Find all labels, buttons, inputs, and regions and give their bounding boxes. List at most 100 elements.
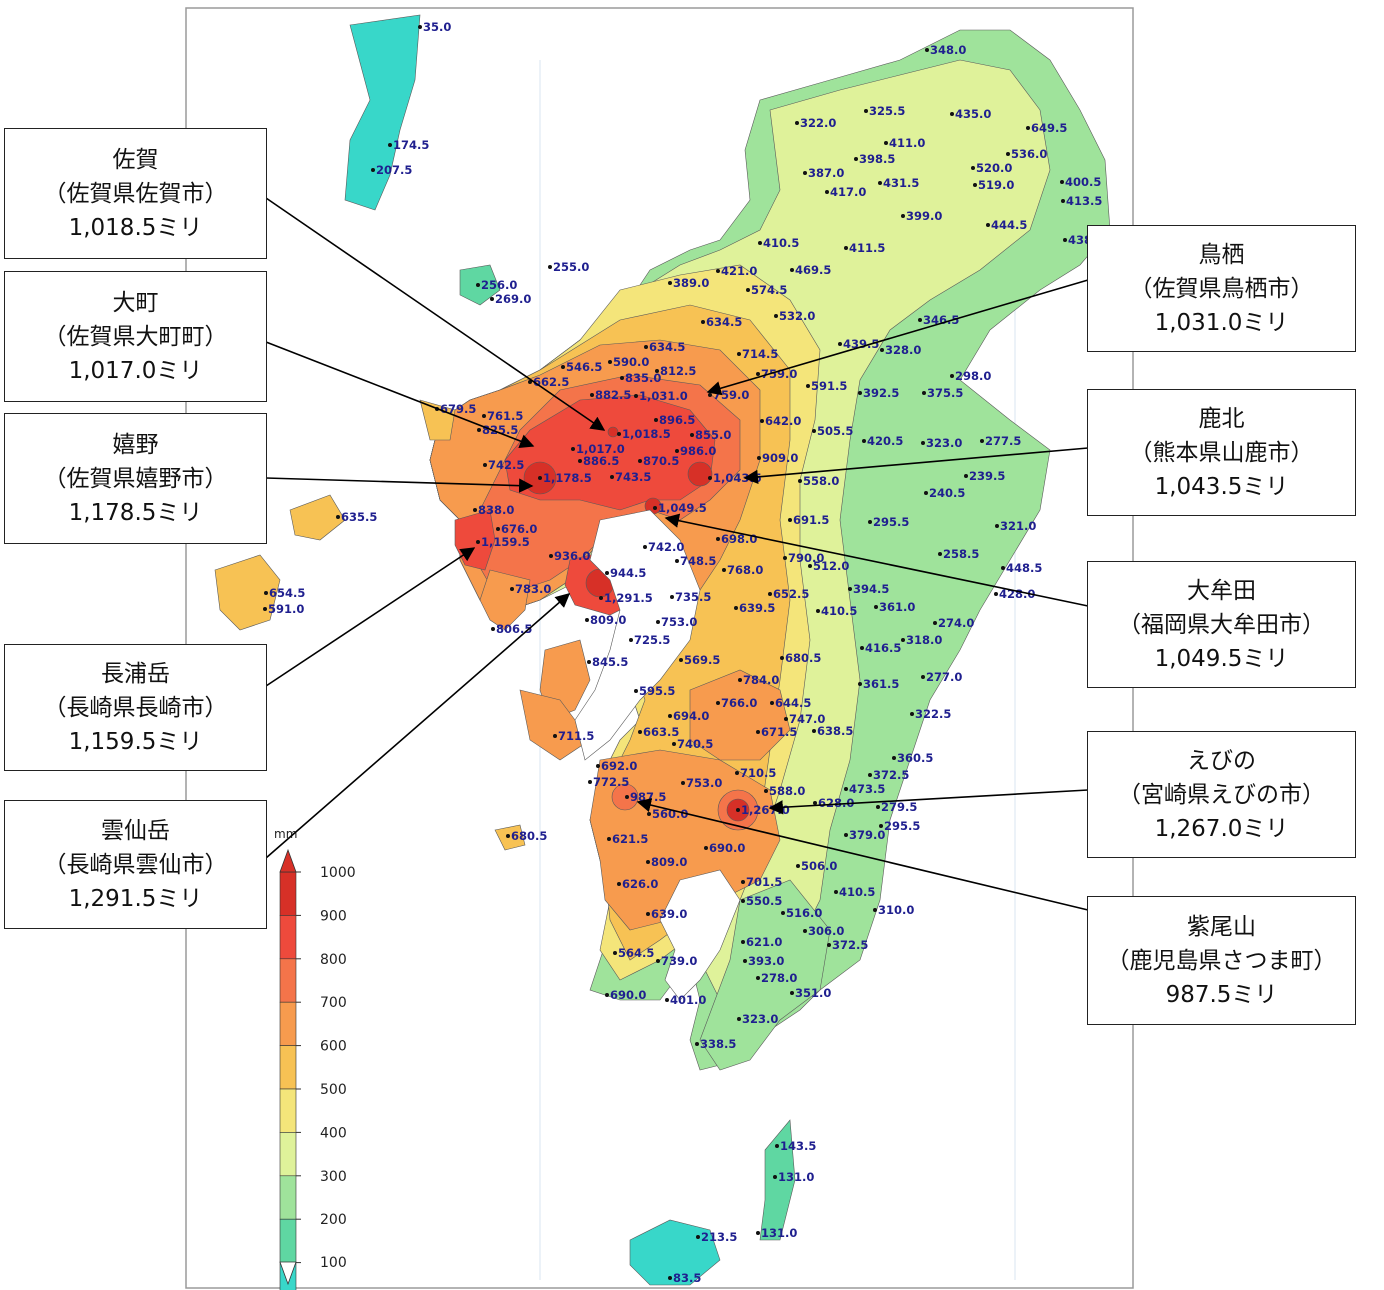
station: 174.5 xyxy=(388,138,429,152)
station: 323.0 xyxy=(921,436,962,450)
station-dot xyxy=(971,166,975,170)
station: 838.0 xyxy=(473,503,514,517)
station-dot xyxy=(874,605,878,609)
station-value: 410.5 xyxy=(839,885,875,899)
callout-amount: 1,267.0ミリ xyxy=(1154,815,1289,842)
callout-name: 長浦岳 xyxy=(101,660,170,687)
station-dot xyxy=(756,1231,760,1235)
station-value: 790.0 xyxy=(788,551,824,565)
station-dot xyxy=(803,171,807,175)
station-value: 663.5 xyxy=(643,725,679,739)
station: 428.0 xyxy=(994,587,1035,601)
station: 516.0 xyxy=(781,906,822,920)
station-dot xyxy=(812,429,816,433)
station: 812.5 xyxy=(655,364,696,378)
station-dot xyxy=(716,537,720,541)
arrow-omachi xyxy=(265,341,535,449)
colorbar-swatch xyxy=(279,1001,297,1046)
station: 649.5 xyxy=(1026,121,1067,135)
station: 676.0 xyxy=(496,522,537,536)
station: 410.5 xyxy=(758,236,799,250)
station-dot xyxy=(590,393,594,397)
station-value: 389.0 xyxy=(673,276,709,290)
station: 399.0 xyxy=(901,209,942,223)
station-dot xyxy=(647,812,651,816)
station-dot xyxy=(1061,199,1065,203)
station: 986.0 xyxy=(675,444,716,458)
station-dot xyxy=(798,479,802,483)
station: 321.0 xyxy=(995,519,1036,533)
station-value: 692.0 xyxy=(601,759,637,773)
station-value: 505.5 xyxy=(817,424,853,438)
station-value: 298.0 xyxy=(955,369,991,383)
station-value: 392.5 xyxy=(863,386,899,400)
callout-omachi: 大町 （佐賀県大町町） 1,017.0ミリ xyxy=(4,271,267,402)
station-dot xyxy=(854,157,858,161)
station-value: 393.0 xyxy=(748,954,784,968)
station-value: 742.0 xyxy=(648,540,684,554)
station: 298.0 xyxy=(950,369,991,383)
station-dot xyxy=(892,756,896,760)
station-value: 711.5 xyxy=(558,729,594,743)
station-dot xyxy=(716,269,720,273)
station-value: 944.5 xyxy=(610,566,646,580)
station-dot xyxy=(610,475,614,479)
station: 628.0 xyxy=(813,796,854,810)
station: 410.5 xyxy=(834,885,875,899)
station: 694.0 xyxy=(668,709,709,723)
callout-shibisan: 紫尾山 （鹿児島県さつま町） 987.5ミリ xyxy=(1087,896,1356,1025)
station-dot xyxy=(473,508,477,512)
station-dot xyxy=(638,459,642,463)
callout-amount: 1,291.5ミリ xyxy=(68,885,203,912)
station-value: 410.5 xyxy=(763,236,799,250)
station: 277.5 xyxy=(980,434,1021,448)
station-dot xyxy=(506,834,510,838)
station-dot xyxy=(510,587,514,591)
station-dot xyxy=(864,109,868,113)
station: 310.0 xyxy=(873,903,914,917)
station-value: 536.0 xyxy=(1011,147,1047,161)
callout-name: 佐賀 xyxy=(112,146,159,173)
arrow-ebino xyxy=(768,789,1089,815)
station: 742.0 xyxy=(643,540,684,554)
station-dot xyxy=(371,168,375,172)
station-dot xyxy=(827,943,831,947)
station-value: 1,031.0 xyxy=(639,389,688,403)
station-dot xyxy=(980,439,984,443)
station-value: 591.0 xyxy=(268,602,304,616)
station: 520.0 xyxy=(971,161,1012,175)
station-dot xyxy=(812,729,816,733)
arrow-saga xyxy=(265,197,606,431)
station-value: 735.5 xyxy=(675,590,711,604)
station-dot xyxy=(879,824,883,828)
station: 361.5 xyxy=(858,677,899,691)
station-dot xyxy=(548,265,552,269)
station-value: 639.5 xyxy=(739,601,775,615)
station-value: 588.0 xyxy=(769,784,805,798)
station-value: 701.5 xyxy=(746,875,782,889)
station-value: 328.0 xyxy=(885,343,921,357)
station-dot xyxy=(701,320,705,324)
station-value: 321.0 xyxy=(1000,519,1036,533)
station-dot xyxy=(950,112,954,116)
station-dot xyxy=(679,658,683,662)
station-value: 277.5 xyxy=(985,434,1021,448)
station-dot xyxy=(496,527,500,531)
station-dot xyxy=(844,833,848,837)
station-value: 431.5 xyxy=(883,176,919,190)
station-value: 379.0 xyxy=(849,828,885,842)
station-value: 569.5 xyxy=(684,653,720,667)
station-value: 621.0 xyxy=(746,935,782,949)
station-value: 416.5 xyxy=(865,641,901,655)
station: 213.5 xyxy=(696,1230,737,1244)
station-value: 986.0 xyxy=(680,444,716,458)
station: 595.5 xyxy=(634,684,675,698)
station-value: 469.5 xyxy=(795,263,831,277)
station-dot xyxy=(938,552,942,556)
station-dot xyxy=(880,348,884,352)
station-value: 400.5 xyxy=(1065,175,1101,189)
station-value: 512.0 xyxy=(813,559,849,573)
station-value: 710.5 xyxy=(740,766,776,780)
station: 306.0 xyxy=(803,924,844,938)
station: 652.5 xyxy=(768,587,809,601)
